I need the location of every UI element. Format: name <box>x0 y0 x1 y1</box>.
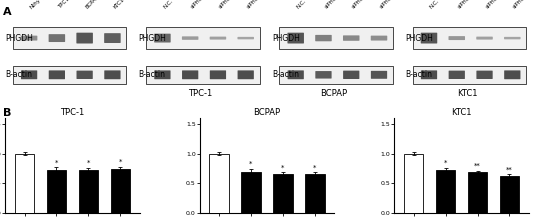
FancyBboxPatch shape <box>76 71 93 79</box>
Text: A: A <box>3 7 11 16</box>
Text: siPHGDH-A: siPHGDH-A <box>457 0 482 10</box>
Text: *: * <box>313 165 317 171</box>
FancyBboxPatch shape <box>21 70 37 79</box>
Bar <box>468 173 487 213</box>
Text: PHGDH: PHGDH <box>139 34 167 43</box>
FancyBboxPatch shape <box>238 37 254 39</box>
Bar <box>146 66 260 84</box>
FancyBboxPatch shape <box>476 37 493 39</box>
FancyBboxPatch shape <box>371 71 387 79</box>
Text: *: * <box>444 160 447 166</box>
FancyBboxPatch shape <box>343 35 359 41</box>
Text: PHGDH: PHGDH <box>272 34 300 43</box>
Text: KTC1: KTC1 <box>113 0 125 10</box>
Text: *: * <box>281 165 285 171</box>
FancyBboxPatch shape <box>104 33 121 43</box>
FancyBboxPatch shape <box>49 70 65 79</box>
Text: *: * <box>55 159 58 165</box>
Title: KTC1: KTC1 <box>451 108 472 117</box>
FancyBboxPatch shape <box>316 71 332 79</box>
Title: TPC-1: TPC-1 <box>60 108 84 117</box>
Text: B: B <box>3 108 11 118</box>
Text: BCPAP: BCPAP <box>320 89 347 98</box>
FancyBboxPatch shape <box>315 35 332 41</box>
FancyBboxPatch shape <box>504 37 521 39</box>
Text: N.C.: N.C. <box>296 0 307 10</box>
Text: siPHGDH-A: siPHGDH-A <box>190 0 215 10</box>
FancyBboxPatch shape <box>504 70 521 79</box>
Bar <box>404 154 423 213</box>
Bar <box>500 176 519 213</box>
Bar <box>305 174 325 213</box>
FancyBboxPatch shape <box>238 70 254 79</box>
Text: TPC-1: TPC-1 <box>188 89 213 98</box>
Text: N.C.: N.C. <box>429 0 441 10</box>
FancyBboxPatch shape <box>421 33 437 43</box>
Bar <box>436 170 455 213</box>
Bar <box>279 66 393 84</box>
Bar <box>146 27 260 49</box>
Text: **: ** <box>474 163 481 169</box>
Text: *: * <box>119 159 122 165</box>
FancyBboxPatch shape <box>154 70 170 79</box>
Bar <box>47 169 66 213</box>
Text: B-actin: B-actin <box>272 70 299 79</box>
Text: siPHGDH-A: siPHGDH-A <box>324 0 348 10</box>
Text: PHGDH: PHGDH <box>405 34 433 43</box>
Text: KTC1: KTC1 <box>457 89 477 98</box>
Text: B-actin: B-actin <box>405 70 432 79</box>
Bar <box>413 66 526 84</box>
Text: PHGDH: PHGDH <box>5 34 33 43</box>
FancyBboxPatch shape <box>449 71 465 79</box>
FancyBboxPatch shape <box>421 70 437 79</box>
Bar <box>279 27 393 49</box>
FancyBboxPatch shape <box>210 37 226 39</box>
Text: BCPAP: BCPAP <box>85 0 100 10</box>
FancyBboxPatch shape <box>21 36 37 41</box>
Bar <box>13 27 127 49</box>
FancyBboxPatch shape <box>182 36 199 40</box>
FancyBboxPatch shape <box>476 71 493 79</box>
FancyBboxPatch shape <box>343 71 359 79</box>
FancyBboxPatch shape <box>210 70 226 79</box>
FancyBboxPatch shape <box>449 36 465 40</box>
Bar <box>209 154 229 213</box>
Text: siPHGDH-C: siPHGDH-C <box>246 0 271 10</box>
Text: siPHGDH-B: siPHGDH-B <box>351 0 376 10</box>
FancyBboxPatch shape <box>371 36 387 41</box>
Text: Nthy-ori3-1: Nthy-ori3-1 <box>29 0 54 10</box>
Bar <box>15 154 34 213</box>
FancyBboxPatch shape <box>288 70 304 79</box>
Text: siPHGDH-B: siPHGDH-B <box>484 0 509 10</box>
Text: *: * <box>87 160 90 166</box>
Text: B-actin: B-actin <box>139 70 166 79</box>
FancyBboxPatch shape <box>76 33 93 43</box>
Text: N.C.: N.C. <box>162 0 174 10</box>
Bar <box>413 27 526 49</box>
Text: siPHGDH-C: siPHGDH-C <box>379 0 404 10</box>
Bar <box>79 170 98 213</box>
FancyBboxPatch shape <box>104 70 121 79</box>
FancyBboxPatch shape <box>182 70 198 79</box>
Text: siPHGDH-B: siPHGDH-B <box>218 0 242 10</box>
Text: TPC1: TPC1 <box>57 0 70 10</box>
Text: *: * <box>249 161 253 167</box>
FancyBboxPatch shape <box>154 34 171 43</box>
FancyBboxPatch shape <box>49 34 65 42</box>
Text: **: ** <box>506 166 513 173</box>
Bar <box>273 174 293 213</box>
FancyBboxPatch shape <box>287 33 304 43</box>
Title: BCPAP: BCPAP <box>254 108 280 117</box>
Text: B-actin: B-actin <box>5 70 33 79</box>
Text: siPHGDH-C: siPHGDH-C <box>512 0 534 10</box>
Bar <box>111 169 130 213</box>
Bar <box>13 66 127 84</box>
Bar <box>241 173 261 213</box>
